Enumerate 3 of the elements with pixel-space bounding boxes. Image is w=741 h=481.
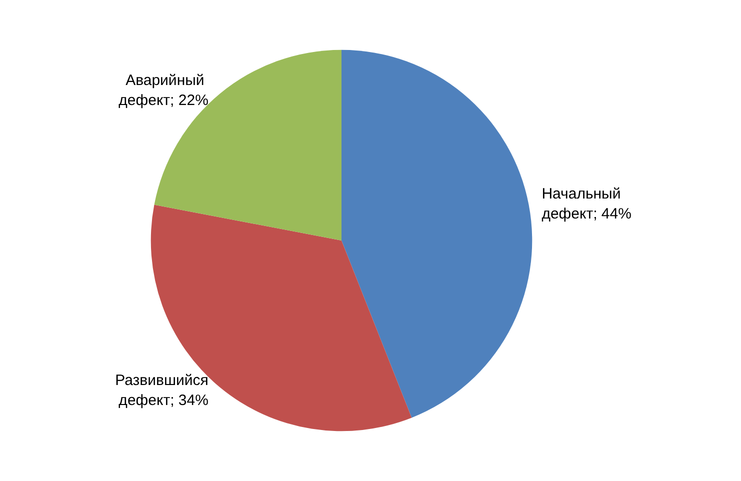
slice-label: Аварийный дефект; 22% <box>118 72 208 110</box>
slice-label: Начальный дефект; 44% <box>542 186 632 223</box>
slice-label: Развившийся дефект; 34% <box>114 372 208 409</box>
